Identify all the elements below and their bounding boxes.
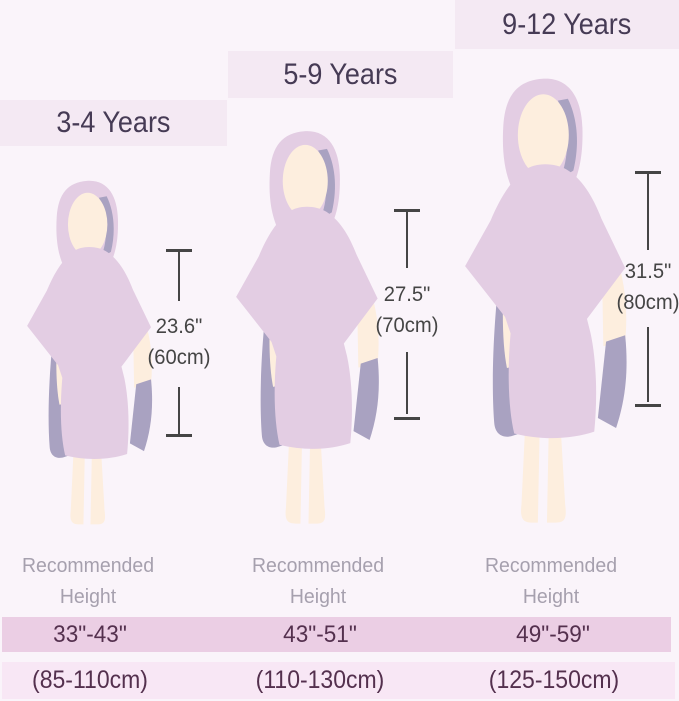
age-band-5-9: 5-9 Years (228, 51, 453, 98)
measure-value-inches: 23.6" (155, 314, 203, 338)
measure-value-cm: (70cm) (375, 313, 439, 337)
measure-top-cap (166, 249, 192, 252)
measure-value: 31.5" (80cm) (583, 256, 679, 318)
measure-line (178, 252, 180, 301)
height-range-cm: (110-130cm) (255, 666, 385, 694)
measure-top-cap (635, 171, 661, 174)
recommended-line1: Recommended (21, 554, 155, 577)
recommended-line2: Height (59, 585, 117, 608)
height-range-inches: 43"-51" (283, 621, 357, 648)
measure-bottom-cap (394, 417, 420, 420)
row-height-cm: (85-110cm) (110-130cm) (125-150cm) (2, 662, 675, 699)
age-label: 3-4 Years (56, 106, 171, 139)
recommended-line1: Recommended (484, 554, 618, 577)
recommended-height-label: Recommended Height (431, 550, 671, 612)
measure-line (406, 352, 408, 414)
measurement-9-12: 31.5" (80cm) (617, 171, 679, 407)
measure-bottom-cap (166, 434, 192, 437)
recommended-line1: Recommended (251, 554, 385, 577)
measure-value-inches: 31.5" (624, 259, 672, 283)
age-band-9-12: 9-12 Years (455, 0, 679, 49)
measure-value-cm: (80cm) (616, 290, 679, 314)
recommended-height-label: Recommended Height (198, 550, 438, 612)
measurement-3-4: 23.6" (60cm) (148, 249, 210, 439)
measure-line (406, 212, 408, 268)
age-label: 9-12 Years (502, 7, 632, 41)
measure-line (178, 387, 180, 434)
recommended-height-label: Recommended Height (0, 550, 208, 612)
height-range-inches: 49"-59" (516, 621, 590, 648)
measure-top-cap (394, 209, 420, 212)
measure-bottom-cap (635, 404, 661, 407)
age-label: 5-9 Years (283, 57, 398, 91)
height-range-cm: (125-150cm) (488, 666, 620, 694)
measure-value-cm: (60cm) (147, 345, 211, 369)
measure-line (647, 327, 649, 402)
measurement-5-9: 27.5" (70cm) (376, 209, 438, 421)
row-height-inches: 33"-43" 43"-51" 49"-59" (2, 617, 671, 652)
measure-value: 27.5" (70cm) (342, 279, 472, 341)
height-range-cm: (85-110cm) (32, 666, 148, 694)
age-band-3-4: 3-4 Years (0, 100, 227, 146)
measure-value: 23.6" (60cm) (114, 311, 244, 373)
recommended-line2: Height (522, 585, 580, 608)
recommended-line2: Height (289, 585, 347, 608)
height-range-inches: 33"-43" (53, 621, 127, 648)
measure-line (647, 174, 649, 250)
measure-value-inches: 27.5" (383, 282, 431, 306)
